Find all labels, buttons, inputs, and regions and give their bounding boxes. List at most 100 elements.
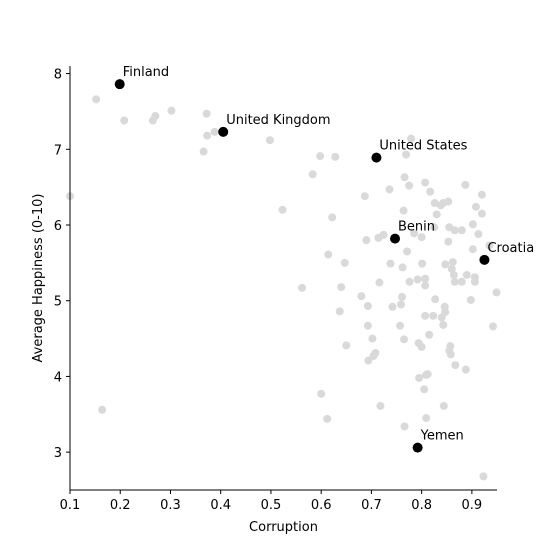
background-point xyxy=(388,302,397,311)
background-point xyxy=(363,302,372,311)
background-point xyxy=(202,109,211,118)
x-tick-label: 0.4 xyxy=(210,498,231,513)
background-point xyxy=(461,180,470,189)
background-point xyxy=(422,414,431,423)
background-point xyxy=(468,245,477,254)
background-point xyxy=(421,311,430,320)
x-tick-label: 0.3 xyxy=(160,498,181,513)
background-point xyxy=(405,277,414,286)
background-point xyxy=(340,258,349,267)
background-point xyxy=(423,370,432,379)
background-point xyxy=(446,350,455,359)
background-point xyxy=(316,152,325,161)
background-point xyxy=(397,300,406,309)
background-point xyxy=(324,250,333,259)
background-point xyxy=(335,307,344,316)
x-tick-label: 0.8 xyxy=(411,498,432,513)
background-point xyxy=(385,185,394,194)
highlight-label: Croatia xyxy=(487,241,534,256)
background-point xyxy=(426,187,435,196)
background-point xyxy=(444,237,453,246)
background-point xyxy=(405,181,414,190)
background-point xyxy=(398,263,407,272)
background-point xyxy=(357,292,366,301)
background-point xyxy=(120,116,129,125)
background-point xyxy=(450,226,459,235)
background-point xyxy=(98,405,107,414)
background-point xyxy=(457,226,466,235)
x-tick-label: 0.2 xyxy=(110,498,131,513)
y-tick-label: 8 xyxy=(54,68,62,83)
background-point xyxy=(431,295,440,304)
background-point xyxy=(417,342,426,351)
background-point xyxy=(447,264,456,273)
background-point xyxy=(441,260,450,269)
background-point xyxy=(492,288,501,297)
highlight-label: United States xyxy=(379,139,467,154)
x-axis-title: Corruption xyxy=(249,520,318,535)
background-point xyxy=(278,205,287,214)
background-point xyxy=(466,295,475,304)
background-point xyxy=(439,320,448,329)
background-point xyxy=(477,190,486,199)
highlighted-labels: Finland United Kingdom United States Benin C… xyxy=(123,65,534,443)
background-point xyxy=(167,106,176,115)
background-point xyxy=(444,197,453,206)
background-point xyxy=(376,401,385,410)
background-point xyxy=(375,278,384,287)
background-point xyxy=(449,270,458,279)
background-point xyxy=(421,178,430,187)
background-point xyxy=(429,311,438,320)
background-point xyxy=(199,147,208,156)
highlight-label: Benin xyxy=(398,220,435,235)
background-point xyxy=(298,283,307,292)
background-point xyxy=(398,292,407,301)
highlight-point xyxy=(114,79,125,90)
y-tick-label: 4 xyxy=(54,370,62,385)
background-point xyxy=(386,259,395,268)
background-point xyxy=(323,414,332,423)
background-point xyxy=(441,308,450,317)
x-tick-label: 0.5 xyxy=(261,498,282,513)
background-point xyxy=(337,283,346,292)
background-point xyxy=(421,274,430,283)
background-point xyxy=(446,342,455,351)
background-point xyxy=(317,389,326,398)
background-point xyxy=(402,150,411,159)
highlight-label: United Kingdom xyxy=(226,113,330,128)
background-point xyxy=(331,152,340,161)
x-tick-label: 0.7 xyxy=(361,498,382,513)
background-point xyxy=(415,373,424,382)
background-point xyxy=(468,220,477,229)
background-point xyxy=(425,330,434,339)
background-point xyxy=(342,341,351,350)
background-point xyxy=(265,136,274,145)
axes: 0.1 0.2 0.3 0.4 0.5 0.6 0.7 0.8 0.9 3 4 5 6 7 8 xyxy=(54,66,497,513)
background-point xyxy=(462,270,471,279)
y-tick-label: 6 xyxy=(54,219,62,234)
background-point xyxy=(457,277,466,286)
highlight-point xyxy=(479,254,490,265)
background-point xyxy=(203,131,212,140)
background-point xyxy=(371,348,380,357)
background-point xyxy=(430,223,439,232)
highlight-point xyxy=(371,152,382,163)
background-point xyxy=(308,170,317,179)
background-point xyxy=(474,230,483,239)
highlight-label: Yemen xyxy=(420,429,464,444)
background-point xyxy=(477,209,486,218)
y-tick-label: 5 xyxy=(54,295,62,310)
background-point xyxy=(448,258,457,267)
background-point xyxy=(430,199,439,208)
background-point xyxy=(417,233,426,242)
background-point xyxy=(403,247,412,256)
y-tick-label: 7 xyxy=(54,143,62,158)
background-point xyxy=(450,277,459,286)
highlight-point xyxy=(218,126,229,137)
background-point xyxy=(439,401,448,410)
background-point xyxy=(420,385,429,394)
background-point xyxy=(151,111,160,120)
highlighted-points xyxy=(114,79,490,453)
background-point xyxy=(413,275,422,284)
background-point xyxy=(92,95,101,104)
